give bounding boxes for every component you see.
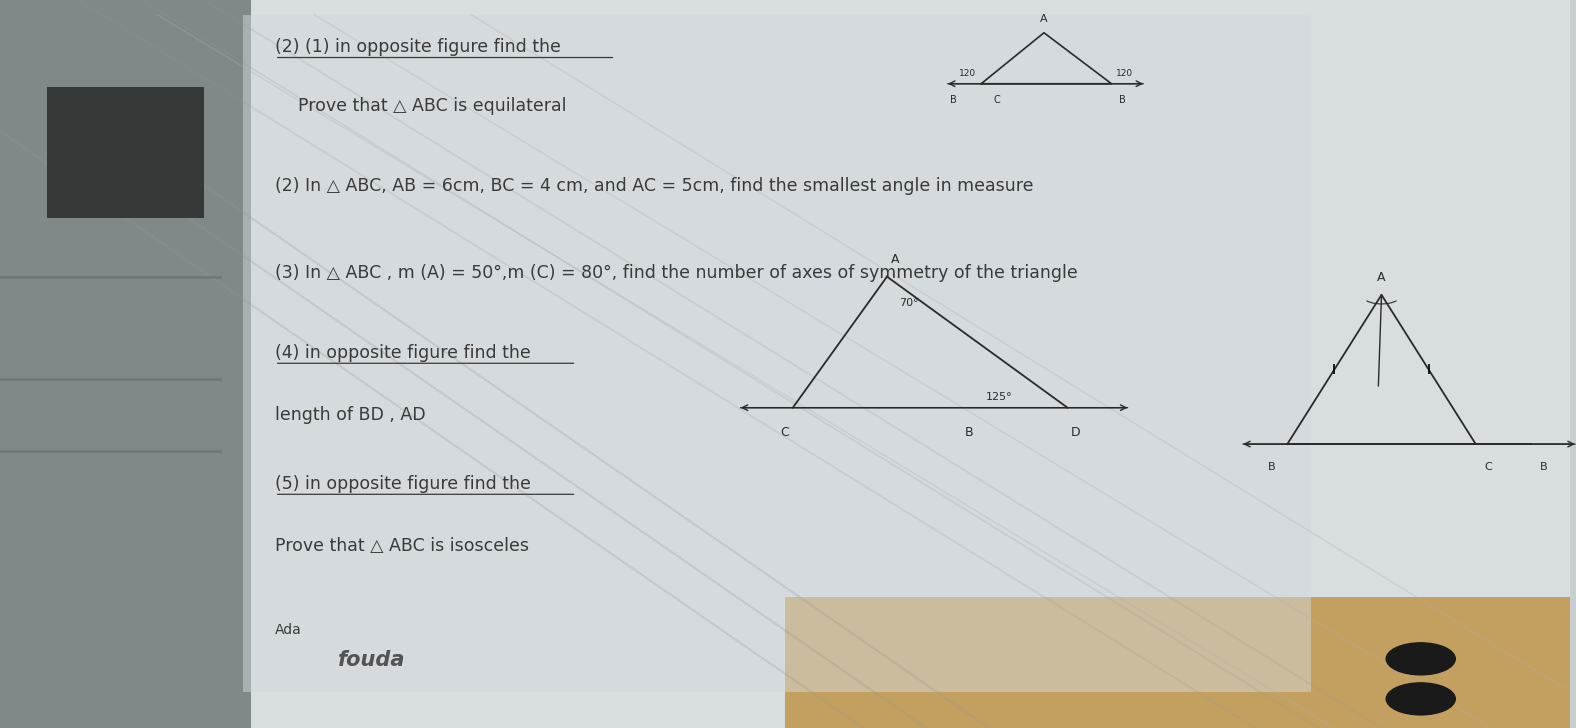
Text: (2) (1) in opposite figure find the: (2) (1) in opposite figure find the: [274, 39, 561, 56]
Text: A: A: [890, 253, 898, 266]
Text: A: A: [1040, 14, 1048, 24]
FancyBboxPatch shape: [243, 15, 1311, 692]
Text: fouda: fouda: [337, 650, 405, 670]
Text: B: B: [1540, 462, 1548, 472]
Text: B: B: [965, 426, 972, 439]
Circle shape: [1387, 683, 1455, 715]
Text: 120: 120: [1116, 69, 1133, 78]
Text: Prove that △ ABC is isosceles: Prove that △ ABC is isosceles: [274, 537, 528, 555]
Text: Ada: Ada: [274, 622, 301, 637]
Text: D: D: [1070, 426, 1080, 439]
Text: B: B: [1119, 95, 1127, 105]
Text: B: B: [950, 95, 957, 105]
FancyBboxPatch shape: [0, 0, 251, 728]
Text: (3) In △ ABC , m (A) = 50°,m (C) = 80°, find the number of axes of symmetry of t: (3) In △ ABC , m (A) = 50°,m (C) = 80°, …: [274, 264, 1078, 282]
Text: C: C: [1485, 462, 1492, 472]
Text: 70°: 70°: [900, 298, 919, 309]
Text: A: A: [1377, 271, 1385, 284]
Text: C: C: [780, 426, 790, 439]
Text: 125°: 125°: [987, 392, 1012, 402]
Circle shape: [1387, 643, 1455, 675]
Text: Prove that △ ABC is equilateral: Prove that △ ABC is equilateral: [298, 97, 567, 114]
Text: 120: 120: [960, 69, 977, 78]
FancyBboxPatch shape: [158, 0, 1570, 728]
Text: C: C: [993, 95, 1001, 105]
Text: length of BD , AD: length of BD , AD: [274, 406, 426, 424]
Text: (2) In △ ABC, AB = 6cm, BC = 4 cm, and AC = 5cm, find the smallest angle in meas: (2) In △ ABC, AB = 6cm, BC = 4 cm, and A…: [274, 177, 1034, 194]
Text: B: B: [1267, 462, 1275, 472]
FancyBboxPatch shape: [47, 87, 203, 218]
Text: (5) in opposite figure find the: (5) in opposite figure find the: [274, 475, 531, 493]
FancyBboxPatch shape: [785, 597, 1570, 728]
Text: (4) in opposite figure find the: (4) in opposite figure find the: [274, 344, 531, 362]
